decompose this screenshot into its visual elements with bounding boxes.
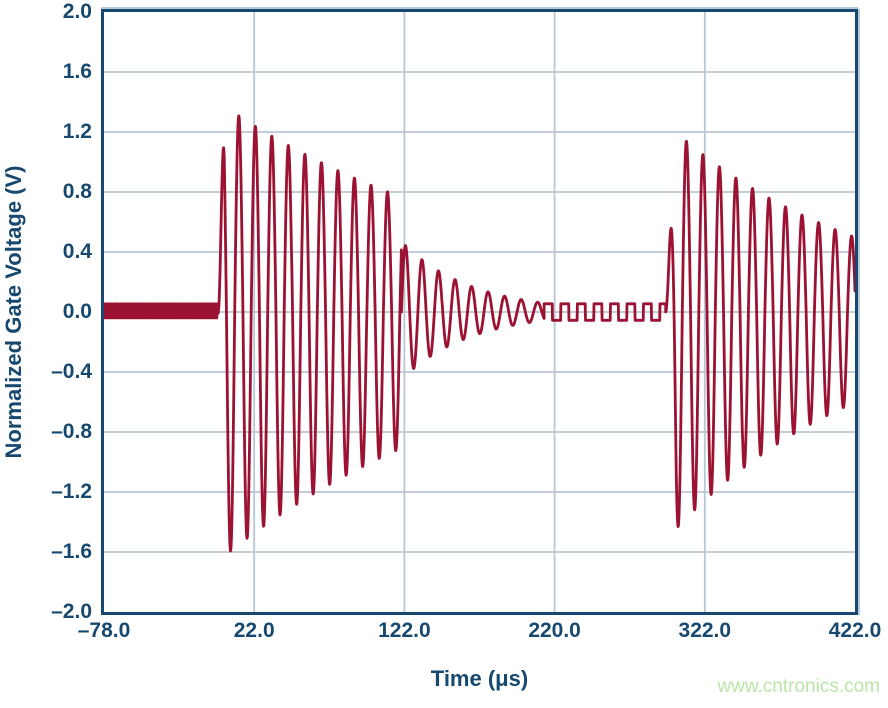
y-tick-label: 1.2 xyxy=(62,120,92,143)
y-tick-label: 0.4 xyxy=(62,240,92,263)
x-axis-title: Time (μs) xyxy=(430,666,529,691)
waveform-svg xyxy=(104,12,855,612)
plot-area xyxy=(101,9,858,615)
y-axis-title: Normalized Gate Voltage (V) xyxy=(1,165,26,459)
y-tick-label: 0.0 xyxy=(62,300,92,323)
y-tick-label: 2.0 xyxy=(62,0,92,23)
y-tick-label: 0.8 xyxy=(62,180,92,203)
x-tick-label: 22.0 xyxy=(233,619,275,642)
y-tick-label: –0.8 xyxy=(51,420,92,443)
y-tick-label: –2.0 xyxy=(51,600,92,623)
y-tick-label: 1.6 xyxy=(62,60,92,83)
y-tick-label: –0.4 xyxy=(51,360,92,383)
x-tick-label: 422.0 xyxy=(828,619,882,642)
y-tick-labels: 2.0 1.6 1.2 0.8 0.4 0.0 –0.4 –0.8 –1.2 –1.6 –2.0 xyxy=(0,0,96,623)
y-tick-label: –1.2 xyxy=(51,480,92,503)
x-tick-label: 322.0 xyxy=(678,619,732,642)
x-tick-label: 122.0 xyxy=(378,619,431,642)
y-tick-label: –1.6 xyxy=(51,540,92,563)
x-tick-label: –78.0 xyxy=(77,619,131,642)
x-tick-labels: –78.0 22.0 122.0 220.0 322.0 422.0 xyxy=(78,618,882,646)
watermark-text: www.cntronics.com xyxy=(717,676,880,697)
x-tick-label: 220.0 xyxy=(528,619,581,642)
